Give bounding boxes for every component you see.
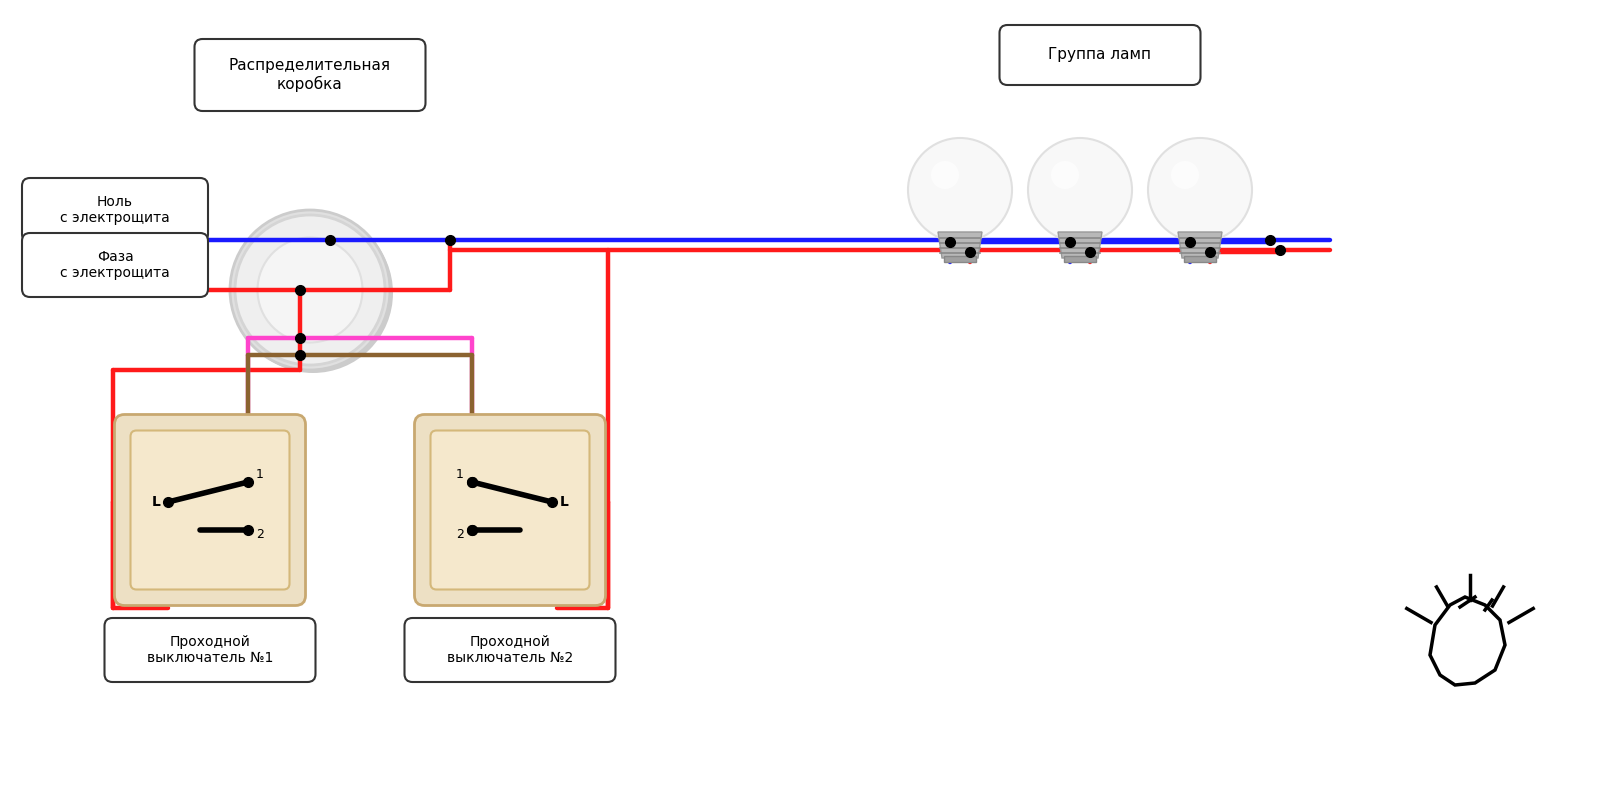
Circle shape (258, 238, 363, 342)
Circle shape (931, 161, 958, 189)
Circle shape (1149, 138, 1251, 242)
Polygon shape (1058, 232, 1102, 258)
Circle shape (1051, 161, 1078, 189)
Circle shape (909, 138, 1013, 242)
Circle shape (235, 215, 386, 365)
Polygon shape (909, 190, 1013, 230)
Polygon shape (1149, 190, 1251, 230)
FancyBboxPatch shape (430, 430, 589, 590)
FancyBboxPatch shape (22, 178, 208, 242)
FancyBboxPatch shape (22, 233, 208, 297)
Bar (944, 256, 976, 262)
FancyBboxPatch shape (1000, 25, 1200, 85)
Circle shape (234, 213, 394, 373)
Text: Фаза
с электрощита: Фаза с электрощита (61, 250, 170, 280)
Circle shape (1027, 138, 1133, 242)
FancyBboxPatch shape (414, 414, 605, 606)
Circle shape (230, 210, 390, 370)
Text: 1: 1 (256, 467, 264, 481)
Bar (1064, 256, 1096, 262)
Text: 2: 2 (256, 529, 264, 542)
Polygon shape (1027, 190, 1133, 230)
FancyBboxPatch shape (405, 618, 616, 682)
Circle shape (1171, 161, 1198, 189)
Text: Ноль
с электрощита: Ноль с электрощита (61, 195, 170, 225)
Polygon shape (1178, 232, 1222, 258)
Text: Проходной
выключатель №2: Проходной выключатель №2 (446, 635, 573, 665)
Text: 1: 1 (456, 467, 464, 481)
FancyBboxPatch shape (115, 414, 306, 606)
FancyBboxPatch shape (104, 618, 315, 682)
Text: Распределительная
коробка: Распределительная коробка (229, 58, 390, 92)
Polygon shape (938, 232, 982, 258)
Text: Группа ламп: Группа ламп (1048, 47, 1152, 62)
FancyBboxPatch shape (131, 430, 290, 590)
FancyBboxPatch shape (195, 39, 426, 111)
Text: L: L (152, 495, 160, 509)
Text: L: L (560, 495, 568, 509)
Text: 2: 2 (456, 529, 464, 542)
Bar (1184, 256, 1216, 262)
Text: Проходной
выключатель №1: Проходной выключатель №1 (147, 635, 274, 665)
